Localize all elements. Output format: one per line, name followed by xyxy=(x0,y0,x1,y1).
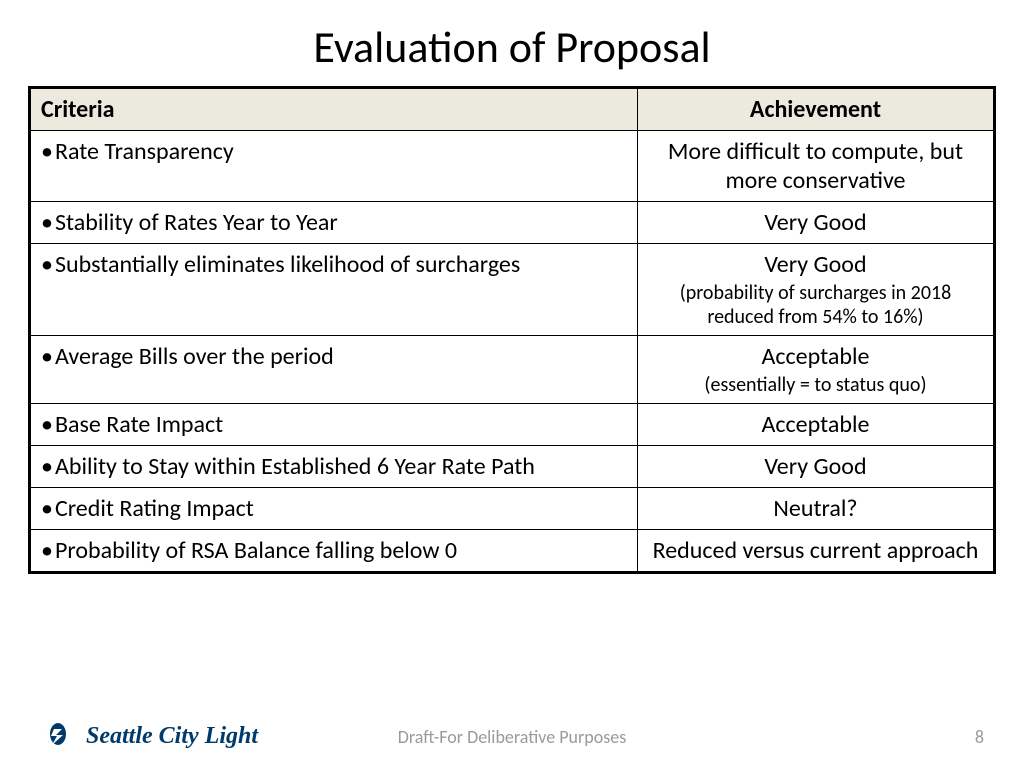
table-row: Credit Rating Impact Neutral? xyxy=(30,488,995,530)
page-number: 8 xyxy=(975,726,984,748)
table-header-row: Criteria Achievement xyxy=(30,88,995,131)
achievement-cell: Neutral? xyxy=(637,488,994,530)
footer-center-text: Draft-For Deliberative Purposes xyxy=(0,726,1024,748)
criteria-cell: Base Rate Impact xyxy=(41,410,223,439)
header-achievement: Achievement xyxy=(637,88,994,131)
achievement-cell: Reduced versus current approach xyxy=(637,530,994,573)
achievement-cell: Very Good xyxy=(637,446,994,488)
criteria-cell: Credit Rating Impact xyxy=(41,494,254,523)
achievement-cell: Acceptable xyxy=(637,404,994,446)
criteria-cell: Substantially eliminates likelihood of s… xyxy=(41,250,520,279)
achievement-cell: Very Good(probability of surcharges in 2… xyxy=(637,244,994,336)
table-row: Substantially eliminates likelihood of s… xyxy=(30,244,995,336)
criteria-cell: Stability of Rates Year to Year xyxy=(41,208,338,237)
achievement-sub: (probability of surcharges in 2018 reduc… xyxy=(648,281,983,329)
table-row: Ability to Stay within Established 6 Yea… xyxy=(30,446,995,488)
table-row: Rate Transparency More difficult to comp… xyxy=(30,131,995,202)
table-row: Average Bills over the period Acceptable… xyxy=(30,336,995,404)
criteria-cell: Average Bills over the period xyxy=(41,342,334,371)
achievement-cell: Very Good xyxy=(637,202,994,244)
achievement-cell: Acceptable(essentially = to status quo) xyxy=(637,336,994,404)
criteria-cell: Ability to Stay within Established 6 Yea… xyxy=(41,452,535,481)
achievement-cell: More difficult to compute, but more cons… xyxy=(637,131,994,202)
criteria-cell: Rate Transparency xyxy=(41,137,234,166)
table-row: Base Rate Impact Acceptable xyxy=(30,404,995,446)
table-row: Stability of Rates Year to Year Very Goo… xyxy=(30,202,995,244)
achievement-sub: (essentially = to status quo) xyxy=(648,373,983,397)
slide-title: Evaluation of Proposal xyxy=(28,20,996,74)
footer: Seattle City Light Draft-For Deliberativ… xyxy=(0,719,1024,754)
evaluation-table: Criteria Achievement Rate Transparency M… xyxy=(28,86,996,574)
header-criteria: Criteria xyxy=(30,88,638,131)
table-row: Probability of RSA Balance falling below… xyxy=(30,530,995,573)
slide: Evaluation of Proposal Criteria Achievem… xyxy=(0,0,1024,768)
criteria-cell: Probability of RSA Balance falling below… xyxy=(41,536,457,565)
